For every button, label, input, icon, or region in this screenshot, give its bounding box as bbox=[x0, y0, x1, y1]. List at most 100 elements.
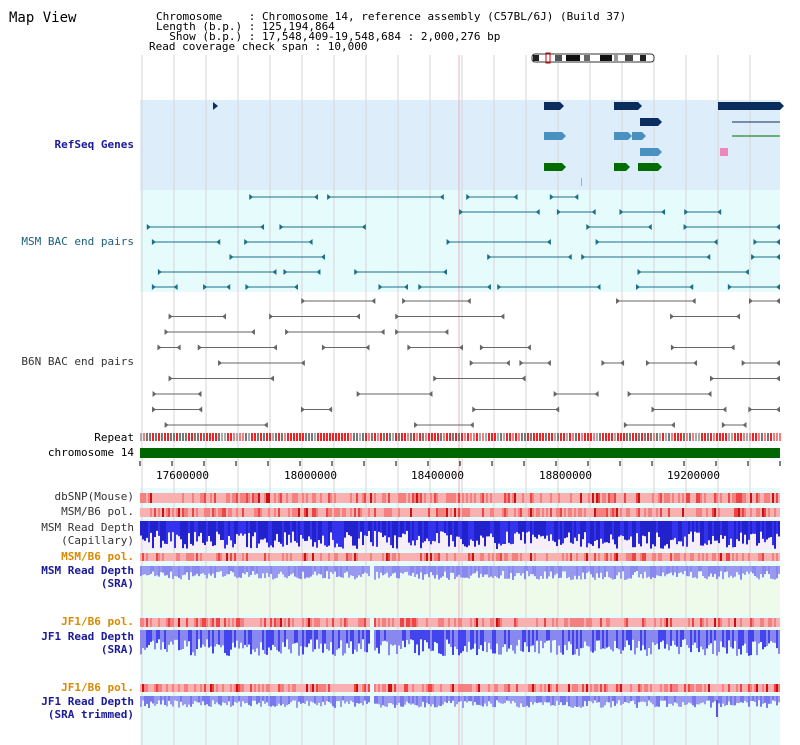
heat-cell bbox=[620, 553, 622, 561]
depth-bar bbox=[456, 566, 458, 577]
heat-cell bbox=[410, 508, 412, 517]
depth-bar bbox=[356, 521, 358, 549]
heat-cell bbox=[232, 618, 234, 627]
track-label-msm-bac[interactable]: MSM BAC end pairs bbox=[21, 235, 134, 248]
depth-bar bbox=[350, 630, 352, 642]
depth-bar bbox=[690, 696, 692, 704]
depth-bar bbox=[576, 521, 578, 542]
depth-bar bbox=[596, 630, 598, 641]
gene-model bbox=[720, 148, 728, 156]
depth-bar bbox=[424, 630, 426, 641]
depth-bar bbox=[572, 521, 574, 544]
depth-bar bbox=[436, 696, 438, 708]
depth-bar bbox=[320, 630, 322, 644]
heat-cell bbox=[204, 508, 206, 517]
heat-cell bbox=[394, 508, 396, 517]
heat-cell bbox=[756, 553, 758, 561]
heat-cell bbox=[284, 618, 286, 627]
depth-bar bbox=[366, 521, 368, 537]
heat-cell bbox=[296, 618, 298, 627]
heat-cell bbox=[686, 618, 688, 627]
heat-cell bbox=[318, 508, 320, 517]
depth-bar bbox=[764, 566, 766, 575]
depth-bar bbox=[440, 521, 442, 532]
depth-bar bbox=[428, 566, 430, 578]
heat-cell bbox=[670, 553, 672, 561]
heat-cell bbox=[292, 618, 294, 627]
depth-bar bbox=[666, 521, 668, 545]
heat-cell bbox=[646, 553, 648, 561]
heat-cell bbox=[652, 618, 654, 627]
depth-bar bbox=[704, 696, 706, 705]
repeat-segment bbox=[500, 433, 502, 441]
depth-bar bbox=[698, 696, 700, 705]
heat-cell bbox=[692, 553, 694, 561]
repeat-segment bbox=[485, 433, 487, 441]
heat-cell bbox=[520, 508, 522, 517]
heat-cell bbox=[588, 508, 590, 517]
bac-end-marker bbox=[229, 254, 234, 260]
heat-cell bbox=[510, 684, 512, 692]
depth-bar bbox=[288, 630, 290, 650]
heat-cell bbox=[416, 684, 418, 692]
heat-cell bbox=[486, 508, 488, 517]
heat-cell bbox=[628, 508, 630, 517]
depth-bar bbox=[594, 566, 596, 580]
heat-cell bbox=[582, 508, 584, 517]
heat-cell bbox=[286, 508, 288, 517]
heat-cell bbox=[154, 493, 156, 503]
track-label-refseq[interactable]: RefSeq Genes bbox=[54, 138, 134, 151]
heat-cell bbox=[250, 684, 252, 692]
depth-bar bbox=[352, 566, 354, 577]
depth-bar bbox=[206, 566, 208, 579]
repeat-segment bbox=[497, 433, 499, 441]
repeat-segment bbox=[452, 433, 454, 441]
repeat-segment bbox=[737, 433, 739, 441]
heat-cell bbox=[176, 508, 178, 517]
heat-cell bbox=[252, 684, 254, 692]
bac-end-marker bbox=[168, 313, 173, 320]
depth-bar bbox=[640, 630, 642, 651]
depth-bar bbox=[692, 696, 694, 706]
depth-bar bbox=[726, 521, 728, 548]
heat-cell bbox=[688, 493, 690, 503]
depth-bar bbox=[600, 696, 602, 708]
heat-cell bbox=[158, 493, 160, 503]
depth-bar bbox=[162, 521, 164, 541]
bac-end-marker bbox=[646, 360, 651, 366]
heat-cell bbox=[722, 508, 724, 517]
depth-bar bbox=[142, 696, 144, 701]
heat-cell bbox=[648, 618, 650, 627]
depth-bar bbox=[698, 521, 700, 533]
depth-bar bbox=[658, 630, 660, 650]
repeat-segment bbox=[344, 433, 346, 441]
axis-tick-label: 17600000 bbox=[156, 469, 209, 482]
depth-bar bbox=[576, 566, 578, 580]
heat-cell bbox=[220, 618, 222, 627]
depth-bar bbox=[648, 521, 650, 532]
heat-cell bbox=[298, 553, 300, 561]
depth-bar bbox=[422, 566, 424, 580]
depth-bar bbox=[346, 521, 348, 533]
depth-bar bbox=[496, 566, 498, 578]
heat-cell bbox=[576, 684, 578, 692]
heat-cell bbox=[182, 618, 184, 627]
repeat-segment bbox=[518, 433, 520, 441]
heat-cell bbox=[646, 684, 648, 692]
depth-bar bbox=[744, 696, 746, 701]
heat-cell bbox=[526, 618, 528, 627]
heat-cell bbox=[246, 553, 248, 561]
depth-bar bbox=[674, 566, 676, 573]
heat-cell bbox=[616, 493, 618, 503]
depth-bar bbox=[526, 521, 528, 533]
depth-bar bbox=[736, 521, 738, 540]
depth-bar bbox=[592, 630, 594, 653]
depth-bar bbox=[756, 696, 758, 707]
depth-bar bbox=[394, 630, 396, 645]
heat-cell bbox=[752, 493, 754, 503]
heat-cell bbox=[406, 493, 408, 503]
depth-bar bbox=[670, 696, 672, 704]
bac-end-marker bbox=[713, 239, 718, 245]
track-label-b6n-bac[interactable]: B6N BAC end pairs bbox=[21, 355, 134, 368]
depth-bar bbox=[194, 630, 196, 656]
